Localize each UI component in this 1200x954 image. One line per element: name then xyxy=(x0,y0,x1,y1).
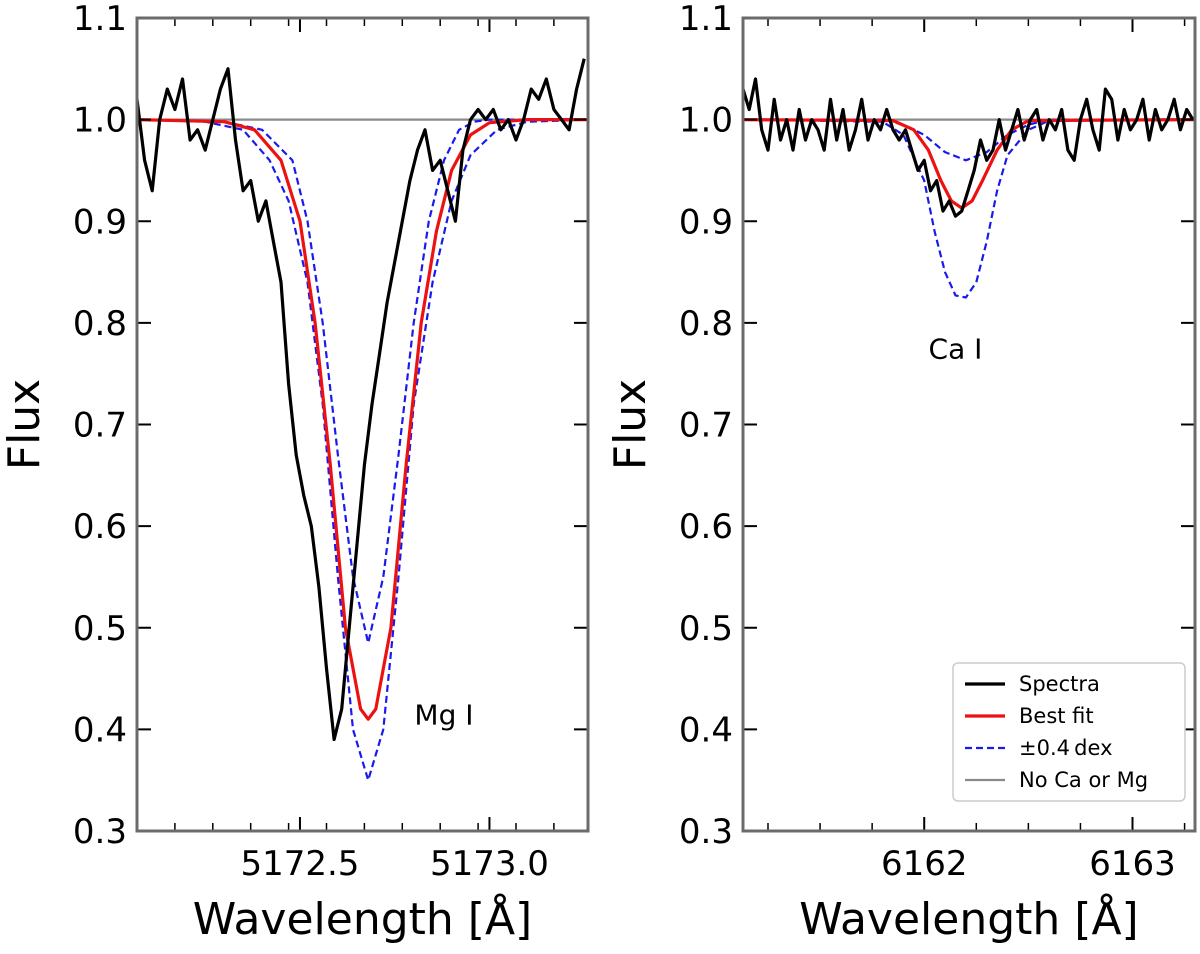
y-tick-label: 0.6 xyxy=(679,507,733,547)
y-tick-label: 0.8 xyxy=(679,304,733,344)
series-line-black xyxy=(743,77,1195,218)
y-tick-label: 0.4 xyxy=(73,710,127,750)
legend-label: ±0.4 dex xyxy=(1019,736,1113,760)
y-tick-label: 0.9 xyxy=(73,202,127,242)
y-tick-label: 0.5 xyxy=(679,609,733,649)
series-line-black xyxy=(137,58,586,742)
y-tick-label: 0.3 xyxy=(679,812,733,852)
x-tick-label: 5173.0 xyxy=(430,844,549,884)
line-annotation: Ca I xyxy=(929,332,983,365)
y-tick-label: 0.3 xyxy=(73,812,127,852)
series-line-red xyxy=(137,117,588,721)
series-line-blue-dashed xyxy=(743,118,1195,162)
series-line-blue-dashed xyxy=(743,118,1195,299)
y-tick-label: 0.5 xyxy=(73,609,127,649)
x-axis-label: Wavelength [Å] xyxy=(799,892,1138,945)
y-tick-label: 1.1 xyxy=(679,0,733,39)
y-tick-label: 0.7 xyxy=(679,406,733,446)
line-annotation: Mg I xyxy=(414,698,473,731)
legend-label: Spectra xyxy=(1019,672,1100,696)
x-axis-label: Wavelength [Å] xyxy=(193,892,532,945)
legend-box xyxy=(952,662,1186,802)
plot-area xyxy=(743,77,1195,299)
x-tick-label: 6163 xyxy=(1089,844,1176,884)
panel-mg: 1.1 1.0 0.9 0.8 0.7 0.6 0.5 0.4 0.3 5172.5 5173.0 W… xyxy=(0,0,590,945)
series-line-blue-dashed xyxy=(137,118,588,645)
panel-ca: 1.1 1.0 0.9 0.8 0.7 0.6 0.5 0.4 0.3 6162 6163 Wavel… xyxy=(605,0,1197,945)
y-tick-label: 1.1 xyxy=(73,0,127,39)
legend-label: No Ca or Mg xyxy=(1019,768,1148,792)
x-tick-label: 6162 xyxy=(881,844,968,884)
axes-frame xyxy=(741,16,1197,833)
y-tick-label: 0.4 xyxy=(679,710,733,750)
y-tick-label: 1.0 xyxy=(679,101,733,141)
y-tick-label: 0.6 xyxy=(73,507,127,547)
x-tick-label: 5172.5 xyxy=(240,844,359,884)
series-line-blue-dashed xyxy=(137,118,588,782)
y-tick-label: 0.8 xyxy=(73,304,127,344)
y-axis-label: Flux xyxy=(0,379,50,470)
y-axis-label: Flux xyxy=(605,379,656,470)
legend-label: Best fit xyxy=(1019,704,1094,728)
y-tick-label: 1.0 xyxy=(73,101,127,141)
plot-area xyxy=(137,58,588,782)
series-line-red xyxy=(743,118,1195,210)
y-tick-label: 0.7 xyxy=(73,406,127,446)
y-tick-label: 0.9 xyxy=(679,202,733,242)
axes-frame xyxy=(135,16,590,833)
